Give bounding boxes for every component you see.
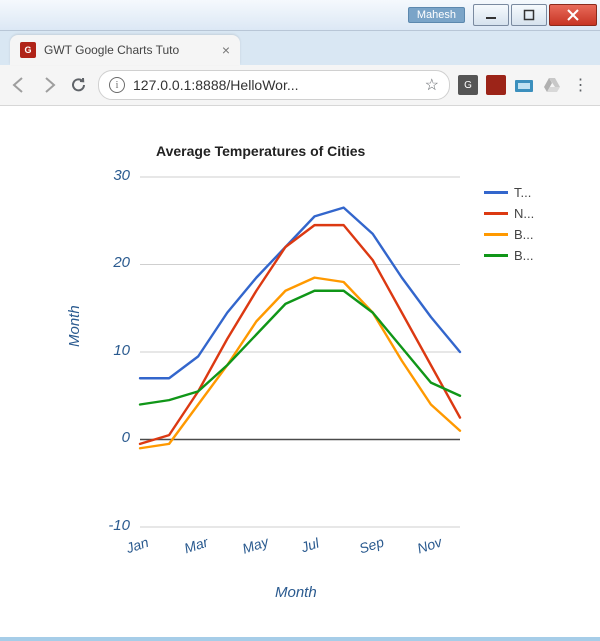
reload-button[interactable] [68, 74, 90, 96]
tab-favicon-icon: G [20, 42, 36, 58]
y-tick-label: 20 [90, 254, 130, 271]
forward-button[interactable] [38, 74, 60, 96]
bookmark-star-icon[interactable]: ☆ [425, 75, 439, 95]
extension-folder-icon[interactable] [514, 75, 534, 95]
arrow-left-icon [10, 76, 28, 94]
extension-drive-icon[interactable] [542, 75, 562, 95]
maximize-icon [523, 9, 535, 21]
url-text: 127.0.0.1:8888/HelloWor... [133, 77, 419, 93]
chart-svg [50, 137, 550, 607]
drive-icon [543, 77, 561, 93]
extension-translate-icon[interactable]: G [458, 75, 478, 95]
chart-legend: T... N... B... B... [484, 185, 542, 269]
arrow-right-icon [40, 76, 58, 94]
window-minimize-button[interactable] [473, 4, 509, 26]
tab-title: GWT Google Charts Tuto [44, 43, 216, 57]
legend-item[interactable]: B... [484, 227, 542, 242]
legend-item[interactable]: T... [484, 185, 542, 200]
extension-bookmark-icon[interactable] [486, 75, 506, 95]
tab-close-icon[interactable]: × [222, 42, 230, 58]
legend-swatch-icon [484, 233, 508, 236]
legend-item[interactable]: N... [484, 206, 542, 221]
close-icon [567, 9, 579, 21]
address-bar[interactable]: i 127.0.0.1:8888/HelloWor... ☆ [98, 70, 450, 100]
page-content: Average Temperatures of Cities Month Mon… [0, 106, 600, 637]
browser-menu-button[interactable]: ⋮ [570, 74, 592, 96]
browser-tab[interactable]: G GWT Google Charts Tuto × [10, 35, 240, 65]
y-tick-label: 30 [90, 167, 130, 184]
legend-swatch-icon [484, 254, 508, 257]
y-tick-label: -10 [90, 517, 130, 534]
legend-label: N... [514, 206, 542, 221]
tab-strip: G GWT Google Charts Tuto × [0, 31, 600, 65]
user-badge: Mahesh [408, 7, 465, 23]
window-titlebar: Mahesh [0, 0, 600, 31]
y-tick-label: 10 [90, 342, 130, 359]
browser-toolbar: i 127.0.0.1:8888/HelloWor... ☆ G ⋮ [0, 65, 600, 106]
y-tick-label: 0 [90, 429, 130, 446]
back-button[interactable] [8, 74, 30, 96]
legend-swatch-icon [484, 191, 508, 194]
legend-item[interactable]: B... [484, 248, 542, 263]
line-chart: Average Temperatures of Cities Month Mon… [50, 137, 550, 607]
window-close-button[interactable] [549, 4, 597, 26]
reload-icon [70, 76, 88, 94]
legend-label: B... [514, 248, 542, 263]
site-info-icon[interactable]: i [109, 77, 125, 93]
legend-label: T... [514, 185, 542, 200]
minimize-icon [485, 9, 497, 21]
window-maximize-button[interactable] [511, 4, 547, 26]
folder-icon [515, 78, 533, 92]
legend-swatch-icon [484, 212, 508, 215]
legend-label: B... [514, 227, 542, 242]
